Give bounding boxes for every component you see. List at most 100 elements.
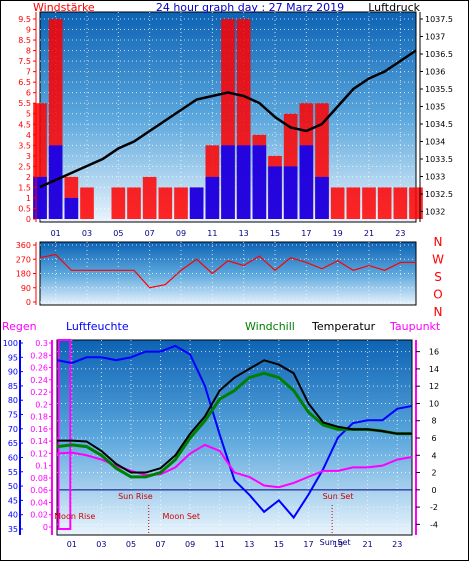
compass-label: S [434, 270, 442, 284]
x-tick-label: 03 [82, 229, 92, 238]
rain-bar [57, 339, 72, 530]
temperature-axis: -4 -2 0 2 4 6 8 10 12 14 16 [415, 340, 439, 535]
temperature-tick-label: 6 [431, 434, 436, 443]
left-tick-label: 0.5 [18, 204, 31, 213]
humidity-tick-label: 55 [8, 468, 18, 477]
compass-label: N [434, 235, 443, 249]
humidity-tick-label: 45 [8, 496, 18, 505]
temperature-tick-label: 0 [431, 486, 436, 495]
rain-tick-label: 0.3 [35, 339, 48, 348]
humidity-tick-label: 70 [8, 425, 18, 434]
windchill-label: Windchill [245, 320, 295, 333]
gust-bar [80, 187, 94, 219]
panel-top-right-axis: 1032 1032.5 1033 1033.5 1034 1034.5 1035 1035.5… [419, 12, 453, 222]
x-tick-label: 23 [395, 229, 405, 238]
right-tick-label: 1032 [425, 208, 445, 217]
compass-label: O [433, 288, 442, 302]
pressure-line [39, 49, 417, 189]
x-tick-label: 19 [333, 229, 343, 238]
humidity-tick-label: 100 [3, 339, 18, 348]
left-tick-label: 8 [26, 47, 31, 56]
gust-bar [142, 176, 157, 219]
x-tick-label: 13 [239, 229, 249, 238]
panel-top-x-axis: 01 03 05 07 09 11 13 15 17 19 21 23 [51, 229, 406, 238]
left-tick-label: 2 [26, 173, 31, 182]
right-tick-label: 1035.5 [425, 85, 453, 94]
x-tick-label: 15 [274, 540, 284, 549]
humidity-tick-label: 40 [8, 511, 18, 520]
right-tick-label: 1033.5 [425, 155, 453, 164]
left-tick-label: 3 [26, 152, 31, 161]
x-tick-label: 07 [145, 229, 155, 238]
left-tick-label: 9.5 [18, 15, 31, 24]
right-tick-label: 1037.5 [425, 15, 453, 24]
right-tick-label: 1035 [425, 103, 445, 112]
gust-bar [377, 187, 392, 219]
sun-set-bottom-label: Sun Set [320, 538, 351, 547]
rain-tick-label: 0.1 [35, 462, 48, 471]
direction-tick-label: 0 [26, 298, 31, 307]
humidity-tick-label: 75 [8, 411, 18, 420]
left-tick-label: 7 [26, 68, 31, 77]
humidity-tick-label: 60 [8, 453, 18, 462]
humidity-tick-label: 90 [8, 368, 18, 377]
panel-bottom-x-axis: 01 03 05 07 09 11 13 15 17 19 21 23 [67, 540, 403, 549]
x-tick-label: 03 [96, 540, 106, 549]
panel-bottom-bg [56, 339, 413, 536]
x-tick-label: 17 [301, 229, 311, 238]
wind-bar [299, 145, 314, 219]
rain-axis: 0 0.02 0.04 0.06 0.08 0.1 0.12 0.14 0.16 0.18 0.2 0… [30, 339, 53, 535]
left-tick-label: 0 [26, 215, 31, 224]
left-tick-label: 2.5 [18, 162, 31, 171]
rain-tick-label: 0.26 [30, 364, 48, 373]
temperature-tick-label: 14 [429, 365, 439, 374]
temperature-tick-label: 12 [429, 382, 439, 391]
sun-moon-annotations: Moon Rise Sun Rise Moon Set Sun Set Sun Set [54, 492, 353, 547]
humidity-tick-label: 35 [8, 525, 18, 534]
compass-label: N [434, 305, 443, 319]
luftfeuchte-label: Luftfeuchte [66, 320, 129, 333]
rain-tick-label: 0.06 [30, 486, 48, 495]
gust-bar [346, 187, 361, 219]
rain-tick-label: 0.16 [30, 425, 48, 434]
x-tick-label: 11 [207, 229, 217, 238]
direction-tick-label: 180 [16, 270, 31, 279]
left-tick-label: 1.5 [18, 183, 31, 192]
x-tick-label: 07 [155, 540, 165, 549]
temperature-tick-label: 2 [431, 469, 436, 478]
wind-bar [189, 187, 204, 219]
left-axis-label: Windstärke [33, 1, 95, 14]
left-tick-label: 6.5 [18, 78, 31, 87]
left-tick-label: 5 [26, 110, 31, 119]
x-tick-label: 09 [176, 229, 186, 238]
right-tick-label: 1032.5 [425, 190, 453, 199]
direction-tick-label: 90 [21, 284, 31, 293]
x-tick-label: 23 [392, 540, 402, 549]
humidity-tick-label: 85 [8, 382, 18, 391]
x-tick-label: 05 [126, 540, 136, 549]
humidity-tick-label: 65 [8, 439, 18, 448]
taupunkt-line [56, 443, 413, 489]
luftfeuchte-line [56, 344, 413, 520]
wind-bar [268, 166, 282, 219]
rain-tick-label: 0.14 [30, 437, 48, 446]
right-axis-label: Luftdruck [368, 1, 420, 14]
x-tick-label: 17 [303, 540, 313, 549]
rain-tick-label: 0.08 [30, 474, 48, 483]
gust-bar [111, 187, 126, 219]
panel-top-left-axis: 0 0.51 1.52 2.53 3.54 4.55 5.56 6.57 7.58 8.59 9.5 [18, 12, 37, 224]
panel-mid-grid [40, 242, 416, 305]
left-tick-label: 9 [26, 26, 31, 35]
wind-bar [221, 145, 235, 219]
x-tick-label: 15 [270, 229, 280, 238]
rain-tick-label: 0.22 [30, 388, 48, 397]
temperature-tick-label: 10 [429, 399, 439, 408]
gust-bar [158, 187, 173, 219]
direction-tick-label: 270 [16, 255, 31, 264]
gust-bar [362, 187, 376, 219]
rain-tick-label: 0.04 [30, 498, 48, 507]
x-tick-label: 19 [333, 540, 343, 549]
right-tick-label: 1036 [425, 68, 445, 77]
right-tick-label: 1034.5 [425, 120, 453, 129]
